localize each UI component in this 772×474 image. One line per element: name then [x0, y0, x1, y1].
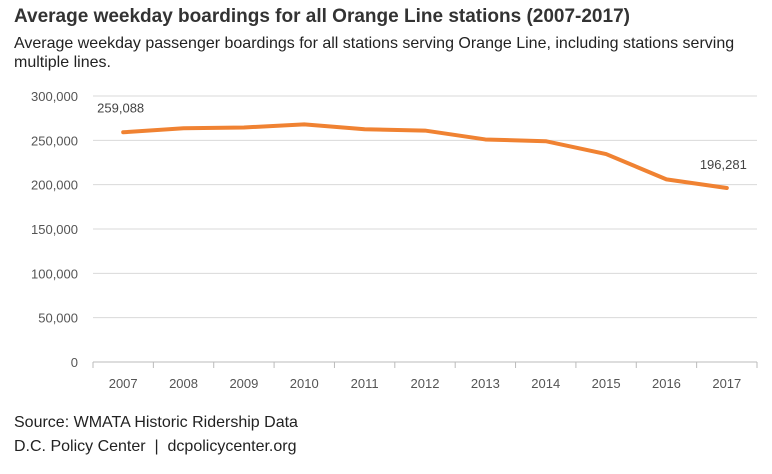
y-tick-label: 150,000	[31, 222, 78, 237]
x-tick-label: 2009	[229, 376, 258, 391]
x-tick-label: 2011	[351, 376, 379, 391]
chart-title: Average weekday boardings for all Orange…	[14, 6, 630, 27]
y-tick-label: 250,000	[31, 133, 78, 148]
x-tick-label: 2012	[411, 376, 440, 391]
x-tick-label: 2010	[290, 376, 319, 391]
source-note: Source: WMATA Historic Ridership Data	[14, 414, 298, 431]
x-tick-label: 2007	[109, 376, 138, 391]
x-tick-label: 2015	[592, 376, 621, 391]
y-tick-label: 100,000	[31, 266, 78, 281]
series-line	[121, 122, 729, 190]
chart-subtitle: Average weekday passenger boardings for …	[14, 35, 735, 71]
x-tick-label: 2008	[169, 376, 198, 391]
x-tick-label: 2013	[471, 376, 500, 391]
data-label: 196,281	[700, 157, 747, 172]
y-tick-label: 50,000	[38, 311, 78, 326]
data-label: 259,088	[97, 100, 144, 115]
x-tick-label: 2014	[531, 376, 560, 391]
x-tick-label: 2016	[652, 376, 681, 391]
x-tick-label: 2017	[712, 376, 741, 391]
y-tick-label: 300,000	[31, 89, 78, 104]
y-tick-label: 200,000	[31, 178, 78, 193]
y-tick-label: 0	[71, 355, 78, 370]
credit-note: D.C. Policy Center | dcpolicycenter.org	[14, 438, 297, 455]
